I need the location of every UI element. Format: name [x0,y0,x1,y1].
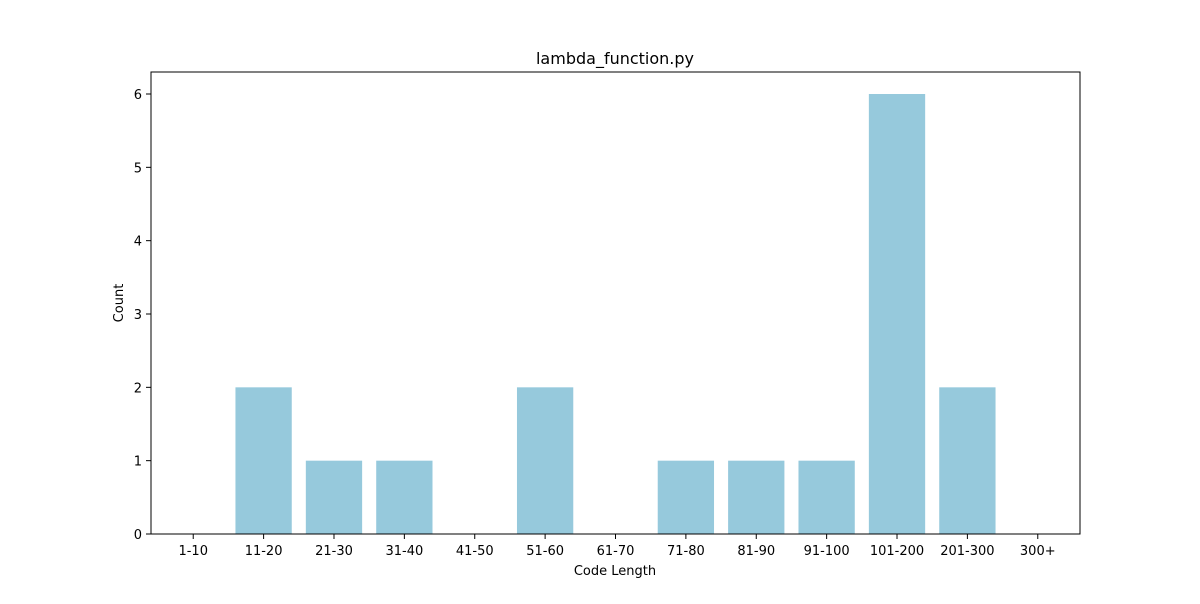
y-tick-label: 2 [134,381,142,396]
y-tick-label: 6 [134,88,142,103]
bar-71-80 [657,460,715,534]
bar-11-20 [235,387,292,534]
bar-21-30 [305,460,363,534]
x-tick-label: 11-20 [245,544,283,559]
x-tick-label: 31-40 [385,544,423,559]
x-axis-label: Code Length [574,564,656,579]
x-tick-label: 41-50 [456,544,494,559]
x-tick-label: 61-70 [597,544,635,559]
x-tick-label: 71-80 [667,544,705,559]
bars-group [235,94,996,534]
bar-201-300 [939,387,996,534]
x-tick-label: 81-90 [737,544,775,559]
bar-31-40 [376,460,433,534]
y-tick-label: 5 [134,161,142,176]
bar-101-200 [868,94,926,534]
x-tick-label: 1-10 [178,544,208,559]
bar-81-90 [728,460,785,534]
x-tick-label: 101-200 [870,544,924,559]
x-tick-label: 201-300 [940,544,994,559]
y-tick-label: 3 [134,308,142,323]
x-tick-label: 21-30 [315,544,353,559]
bar-91-100 [798,460,855,534]
y-axis-ticks: 0 1 2 3 4 5 6 [134,88,151,543]
y-tick-label: 0 [134,528,142,543]
y-tick-label: 1 [134,455,142,470]
bar-51-60 [516,387,574,534]
y-axis-label: Count [112,284,127,323]
x-tick-label: 91-100 [804,544,850,559]
x-axis-ticks: 1-10 11-20 21-30 31-40 41-50 51-60 61-70 71-80 8… [178,534,1056,559]
y-tick-label: 4 [134,235,142,250]
x-tick-label: 51-60 [526,544,564,559]
chart-title: lambda_function.py [536,49,694,69]
x-tick-label: 300+ [1020,544,1056,559]
